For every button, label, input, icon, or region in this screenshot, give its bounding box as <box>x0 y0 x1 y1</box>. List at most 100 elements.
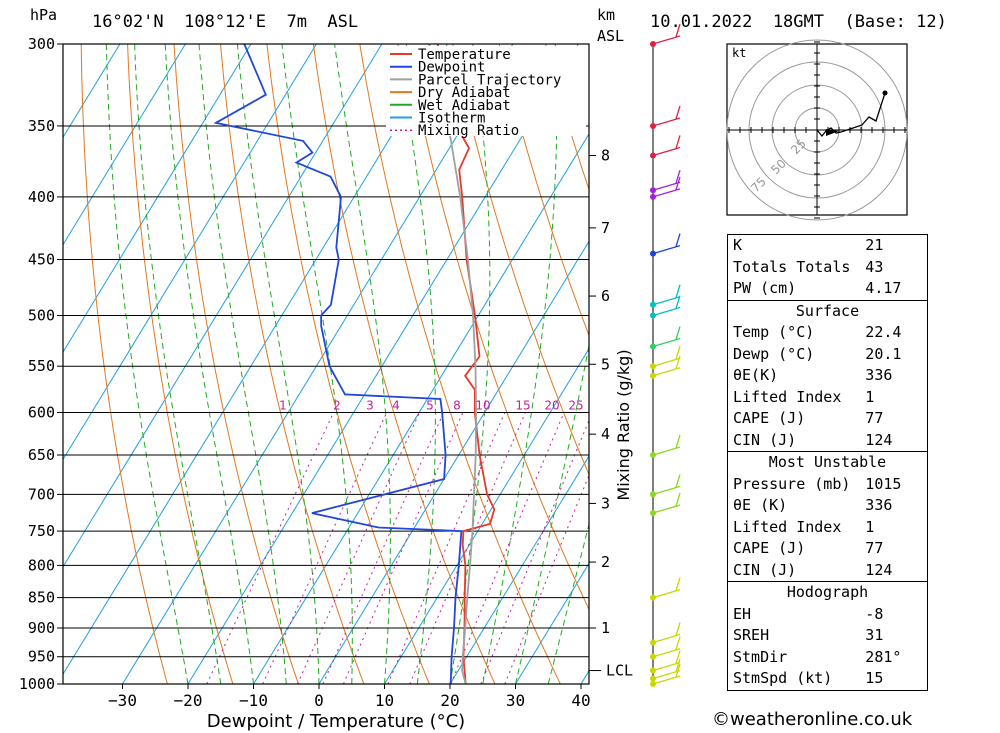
wind-barb-flag <box>675 474 681 488</box>
dry-adiabat-line <box>220 44 365 684</box>
wet-adiabat-line <box>236 44 320 684</box>
km-tick-label: 7 <box>601 219 610 237</box>
legend-entry: Temperature <box>418 47 511 63</box>
wind-barb-flag <box>675 658 681 672</box>
wind-barb-staff <box>652 670 681 680</box>
isotherm-line <box>63 44 252 353</box>
mu-row: Pressure (mb) 1015 <box>733 474 902 493</box>
surface-row: Temp (°C) 22.4 <box>733 323 902 341</box>
wind-barb-staff <box>652 35 681 45</box>
pressure-tick-label: 550 <box>28 357 55 375</box>
station-location: 16°02'N 108°12'E 7m ASL <box>92 12 359 32</box>
hodograph-unit: kt <box>732 46 746 60</box>
surface-row: CAPE (J) 77 <box>733 409 884 427</box>
temp-tick-label: 10 <box>375 691 394 710</box>
wind-barb-staff <box>652 244 681 255</box>
wind-barb-flag <box>675 663 681 678</box>
pressure-tick-label: 450 <box>28 251 55 269</box>
wind-barb-staff <box>652 306 681 317</box>
wind-barb-staff <box>652 296 681 306</box>
pressure-tick-label: 400 <box>28 188 55 206</box>
isotherm-line <box>63 44 121 139</box>
credit-link[interactable]: ©weatheronline.co.uk <box>712 709 913 730</box>
forecast-datetime: 10.01.2022 18GMT (Base: 12) <box>650 12 947 32</box>
mu-row: CIN (J) 124 <box>733 560 893 579</box>
profiles <box>213 44 496 684</box>
mixing-ratio-label: 10 <box>475 398 490 412</box>
mixing-ratio-label: 20 <box>544 398 559 412</box>
surface-title: Surface <box>728 299 927 323</box>
wind-barb-staff <box>652 117 681 127</box>
mixing-ratio-label: 3 <box>366 398 374 412</box>
km-tick-label: 5 <box>601 355 610 373</box>
mixing-ratio-label: 25 <box>568 398 583 412</box>
hodo-row: EH -8 <box>733 604 884 623</box>
legend-entry: Parcel Trajectory <box>418 72 561 88</box>
wind-barb-flag <box>675 284 681 298</box>
mixing-ratio-line <box>504 474 589 684</box>
km-unit: km <box>597 6 616 24</box>
wind-barbs <box>650 23 681 687</box>
indices-table: K 21 Totals Totals 43 PW (cm) 4.17 Surface … <box>727 234 928 691</box>
dry-adiabat-line <box>498 44 589 337</box>
mu-row: θE (K) 336 <box>733 496 893 514</box>
surface-row: CIN (J) 124 <box>733 430 893 449</box>
surface-row: Dewp (°C) 20.1 <box>733 344 902 363</box>
wind-barb-flag <box>675 622 681 636</box>
index-row-pw: PW (cm) 4.17 <box>733 279 902 297</box>
wind-barb-flag <box>675 577 681 591</box>
mu-row: Lifted Index 1 <box>733 517 875 536</box>
wind-barb-staff <box>652 648 681 658</box>
mixing-ratio-line <box>262 412 388 684</box>
pressure-tick-label: 650 <box>28 446 55 464</box>
wet-adiabat-line <box>281 44 353 684</box>
isotherm-line <box>63 44 448 676</box>
index-row-tt: Totals Totals 43 <box>733 257 884 276</box>
legend-entry: Dry Adiabat <box>418 85 511 101</box>
pressure-tick-label: 850 <box>28 589 55 607</box>
wind-barb-staff <box>652 588 681 599</box>
km-tick-label: 4 <box>601 425 610 443</box>
hodo-row: SREH 31 <box>733 626 884 644</box>
series-parcel-trajectory <box>428 44 478 684</box>
asl-unit: ASL <box>597 27 625 45</box>
hpa-unit: hPa <box>30 6 58 24</box>
mu-row: CAPE (J) 77 <box>733 539 884 557</box>
wind-barb-staff <box>652 146 681 157</box>
wind-barb-staff <box>652 367 681 377</box>
hodo-row: StmDir 281° <box>733 647 902 666</box>
wind-barb-staff <box>652 504 681 514</box>
mixing-ratio-line <box>297 412 420 684</box>
wind-barb-flag <box>675 434 681 449</box>
surface-row: Lifted Index 1 <box>733 387 875 406</box>
temp-tick-label: −30 <box>108 691 137 710</box>
mixing-ratio-line <box>409 412 526 684</box>
index-row-k: K 21 <box>733 236 884 254</box>
wind-barb-flag <box>675 650 681 664</box>
dry-adiabat-line <box>266 44 430 684</box>
hodograph-top-dot <box>882 90 888 96</box>
legend-entry: Mixing Ratio <box>418 123 519 139</box>
hodograph-trace <box>816 92 886 138</box>
temp-tick-label: 0 <box>314 691 324 710</box>
pressure-tick-label: 750 <box>28 522 55 540</box>
wet-adiabat-line <box>334 44 391 684</box>
wind-barb-flag <box>675 295 681 309</box>
mixing-ratio-label: 2 <box>333 398 341 412</box>
wind-barb-staff <box>652 633 681 644</box>
dry-adiabat-line <box>964 44 1000 684</box>
wet-adiabat-line <box>105 44 189 684</box>
pressure-tick-label: 800 <box>28 556 55 574</box>
km-tick-label: 6 <box>601 287 610 305</box>
wind-barb-flag <box>675 636 681 650</box>
dry-adiabat-line <box>452 44 589 476</box>
legend-entry: Dewpoint <box>418 60 485 76</box>
wind-barb-flag <box>675 233 681 247</box>
isotherm-line <box>449 455 589 684</box>
wind-barb-staff <box>652 446 681 456</box>
series-dewpoint <box>213 44 463 684</box>
legend-entry: Wet Adiabat <box>418 98 511 114</box>
